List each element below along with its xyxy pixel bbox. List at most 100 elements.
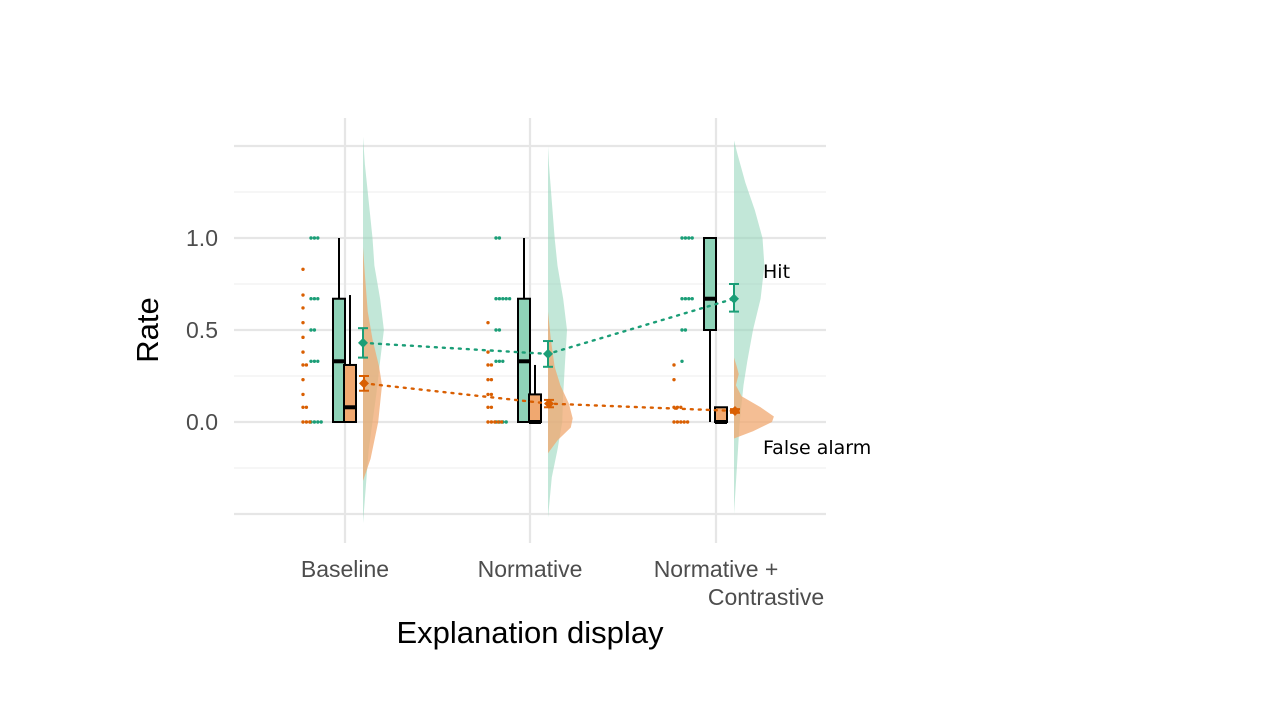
density-cloud (734, 357, 774, 439)
box-body (703, 237, 717, 331)
data-point (312, 236, 317, 240)
data-point (316, 236, 320, 240)
data-point (680, 297, 684, 301)
density-cloud (734, 140, 765, 515)
data-point (687, 236, 691, 240)
box-body (343, 363, 357, 423)
data-point (687, 297, 691, 301)
density-cloud (548, 311, 573, 454)
data-point (312, 359, 317, 363)
data-point (489, 420, 494, 424)
data-point (486, 350, 490, 354)
data-point (309, 236, 313, 240)
x-tick-label: Normative + Contrastive (654, 556, 824, 610)
data-point (486, 363, 490, 367)
data-point (301, 335, 305, 340)
data-point (312, 420, 317, 424)
data-point (309, 297, 313, 301)
data-point (685, 420, 690, 424)
data-point (486, 392, 490, 397)
data-point (309, 328, 313, 332)
data-point (489, 405, 494, 409)
mean-marker (730, 405, 740, 416)
data-point (494, 297, 498, 301)
x-tick-label: Baseline (301, 556, 389, 582)
data-point (316, 297, 320, 301)
data-point (504, 420, 508, 424)
box-body (528, 393, 542, 423)
mean-marker (729, 293, 739, 304)
data-point (301, 306, 305, 310)
data-point (312, 297, 317, 301)
data-point (683, 236, 688, 240)
data-point (672, 420, 676, 424)
data-point (312, 328, 317, 332)
data-point (316, 420, 320, 424)
data-point (301, 293, 305, 297)
data-point (507, 297, 512, 301)
y-tick-label: 1.0 (186, 225, 218, 251)
series-label-hit: Hit (763, 261, 790, 283)
data-point (486, 405, 490, 409)
x-tick-label: Normative (478, 556, 583, 582)
mean-marker (358, 337, 368, 348)
data-point (672, 377, 676, 382)
data-point (494, 328, 498, 332)
raw-points-layer (301, 236, 694, 424)
data-point (319, 420, 323, 424)
label-layer: 0.0 0.5 1.0 Baseline Normative Normative + Con… (186, 225, 871, 610)
data-point (309, 359, 313, 363)
mean-layer (358, 283, 740, 416)
data-point (690, 297, 694, 301)
density-cloud (548, 146, 567, 518)
data-point (680, 236, 684, 240)
data-point (496, 420, 500, 424)
data-point (489, 363, 494, 367)
data-point (301, 392, 305, 397)
data-point (680, 359, 684, 363)
data-point (679, 420, 683, 424)
data-point (497, 359, 502, 363)
data-point (489, 377, 494, 382)
data-point (301, 320, 305, 325)
density-layer (363, 136, 774, 524)
series-label-false-alarm: False alarm (763, 437, 871, 459)
data-point (301, 405, 305, 409)
data-point (486, 420, 490, 424)
data-point (304, 405, 309, 409)
data-point (301, 363, 305, 367)
data-point (672, 363, 676, 367)
mean-marker (359, 378, 369, 389)
data-point (301, 377, 305, 382)
data-point (497, 297, 502, 301)
data-point (683, 297, 688, 301)
y-tick-label: 0.0 (186, 409, 218, 435)
mean-marker (544, 398, 554, 409)
data-point (690, 236, 694, 240)
data-point (680, 328, 684, 332)
data-point (683, 328, 688, 332)
data-point (504, 297, 508, 301)
data-point (493, 420, 497, 424)
data-point (499, 420, 504, 424)
y-tick-label: 0.5 (186, 317, 218, 343)
data-point (497, 236, 502, 240)
data-point (486, 320, 490, 325)
data-point (316, 359, 320, 363)
data-point (679, 405, 683, 409)
data-point (494, 359, 498, 363)
data-point (301, 267, 305, 271)
data-point (501, 359, 505, 363)
boxplot-layer (332, 237, 728, 424)
density-cloud (363, 247, 382, 481)
mean-marker (543, 348, 553, 359)
data-point (301, 420, 305, 424)
data-point (486, 377, 490, 382)
data-point (301, 350, 305, 354)
data-point (682, 420, 686, 424)
data-point (497, 328, 502, 332)
data-point (675, 420, 680, 424)
data-point (494, 236, 498, 240)
data-point (489, 392, 494, 397)
